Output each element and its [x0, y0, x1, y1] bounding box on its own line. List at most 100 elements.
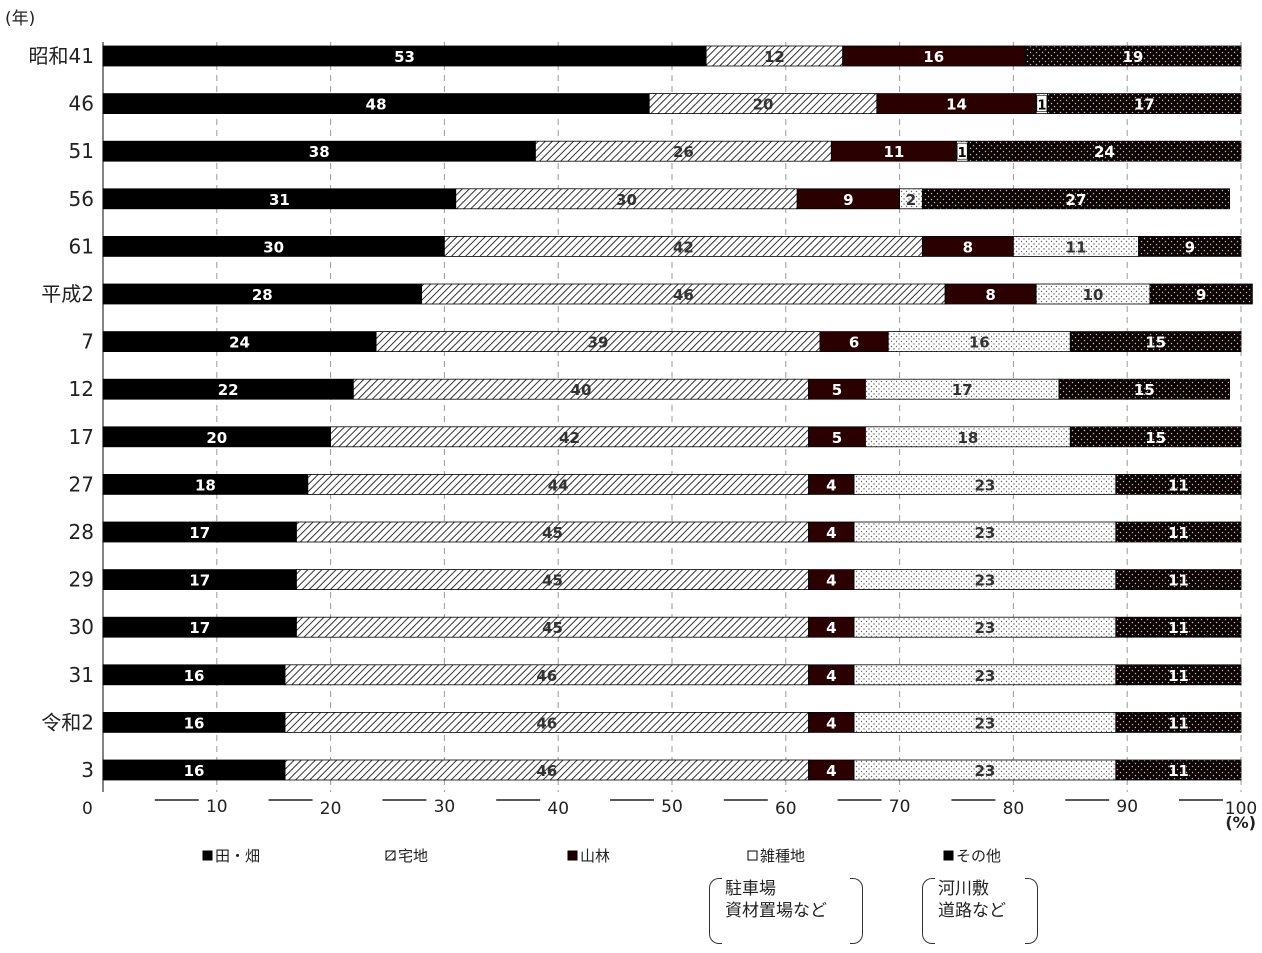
data-label: 4 [826, 619, 836, 637]
data-label: 45 [542, 619, 563, 637]
data-label: 11 [1168, 714, 1189, 732]
data-label: 42 [559, 429, 580, 447]
bar-row: 51 38 26 11 1 24 [69, 139, 1242, 163]
data-label: 45 [542, 572, 563, 590]
data-label: 11 [883, 143, 904, 161]
bar-segment [1115, 569, 1242, 590]
bar-segment [1115, 616, 1242, 638]
data-label: 17 [952, 381, 973, 399]
data-label: 20 [753, 96, 774, 114]
category-label: 31 [69, 663, 94, 687]
category-label: 29 [69, 568, 94, 592]
grid-layer [102, 42, 1242, 792]
bar-row: 令和2 16 46 4 23 11 [41, 710, 1242, 734]
data-label: 9 [843, 191, 853, 209]
data-label: 11 [1066, 238, 1087, 256]
data-label: 48 [366, 96, 387, 114]
data-label: 46 [673, 286, 694, 304]
data-label: 46 [536, 714, 557, 732]
data-label: 1 [958, 146, 967, 161]
data-label: 53 [394, 48, 415, 66]
data-label: 8 [963, 238, 973, 256]
data-label: 6 [849, 334, 859, 352]
data-label: 8 [985, 286, 995, 304]
category-label: 51 [69, 139, 94, 163]
data-label: 4 [826, 572, 836, 590]
annotation-line: 駐車場 [725, 879, 776, 899]
data-label: 16 [184, 762, 205, 780]
data-label: 46 [536, 667, 557, 685]
data-label: 17 [1134, 96, 1155, 114]
data-label: 4 [826, 714, 836, 732]
data-label: 22 [218, 381, 239, 399]
bar-row: 29 17 45 4 23 11 [69, 568, 1242, 592]
category-label: 46 [69, 92, 94, 116]
data-label: 10 [1083, 286, 1104, 304]
data-label: 11 [1168, 476, 1189, 494]
bar-segment [1149, 283, 1253, 305]
data-label: 5 [832, 429, 842, 447]
data-label: 24 [1094, 143, 1115, 161]
data-label: 4 [826, 476, 836, 494]
data-label: 14 [946, 96, 967, 114]
bar-row: 31 16 46 4 23 11 [69, 663, 1242, 687]
category-label: 昭和41 [29, 44, 94, 68]
annotation-sonota: 河川敷 道路など [922, 878, 1038, 944]
legend-item: 雑種地 [747, 847, 805, 865]
data-label: 31 [269, 191, 290, 209]
category-label: 56 [69, 187, 94, 211]
axis-layer: (年) (%) 0 10 20 30 40 50 60 70 80 90 100 [5, 9, 1257, 832]
category-label: 平成2 [41, 282, 94, 306]
data-label: 11 [1168, 524, 1189, 542]
data-label: 39 [588, 334, 609, 352]
bar-segment [1024, 45, 1242, 67]
category-label: 12 [69, 377, 94, 401]
bar-row: 昭和41 53 12 16 19 [29, 44, 1242, 68]
legend-swatch [567, 850, 578, 861]
data-label: 11 [1168, 762, 1189, 780]
category-label: 令和2 [41, 710, 94, 734]
bar-row: 3 16 46 4 23 11 [81, 758, 1242, 782]
legend-item: 宅地 [385, 847, 428, 865]
legend-item: 田・畑 [202, 847, 260, 865]
legend-swatch [202, 850, 213, 861]
x-tick-label: 100 [1225, 799, 1257, 819]
category-label: 3 [81, 758, 94, 782]
bar-segment [1138, 235, 1242, 257]
data-label: 18 [195, 476, 216, 494]
data-label: 28 [252, 286, 273, 304]
data-label: 15 [1134, 381, 1155, 399]
data-label: 17 [189, 524, 210, 542]
data-label: 15 [1145, 429, 1166, 447]
data-label: 9 [1185, 238, 1195, 256]
x-tick-label: 30 [434, 797, 456, 817]
x-tick-label: 90 [1116, 797, 1138, 817]
annotation-line: 河川敷 [938, 879, 989, 899]
annotation-zasshuchi: 駐車場 資材置場など [709, 878, 863, 944]
legend: 田・畑 宅地 山林 雑種地 その他 [202, 847, 1001, 865]
data-label: 24 [229, 334, 250, 352]
y-axis-unit-label: (年) [5, 9, 35, 29]
bar-row: 17 20 42 5 18 15 [69, 425, 1242, 449]
legend-label: 山林 [580, 847, 610, 865]
category-label: 27 [69, 472, 94, 496]
data-label-box [1036, 95, 1048, 112]
x-tick-label: 80 [1003, 799, 1025, 819]
data-label: 4 [826, 762, 836, 780]
legend-swatch [747, 850, 758, 861]
data-label: 2 [906, 191, 916, 209]
bar-segment [1115, 759, 1242, 781]
data-label: 17 [189, 572, 210, 590]
data-label: 23 [975, 714, 996, 732]
legend-label: 雑種地 [760, 847, 805, 865]
data-label: 11 [1168, 667, 1189, 685]
data-label: 23 [975, 524, 996, 542]
bar-segment [1069, 426, 1242, 448]
data-label: 11 [1168, 572, 1189, 590]
data-label: 15 [1145, 334, 1166, 352]
data-label: 19 [1122, 48, 1143, 66]
bar-row: 平成2 28 46 8 10 9 [41, 282, 1253, 306]
data-label: 44 [548, 476, 569, 494]
data-label: 11 [1168, 619, 1189, 637]
